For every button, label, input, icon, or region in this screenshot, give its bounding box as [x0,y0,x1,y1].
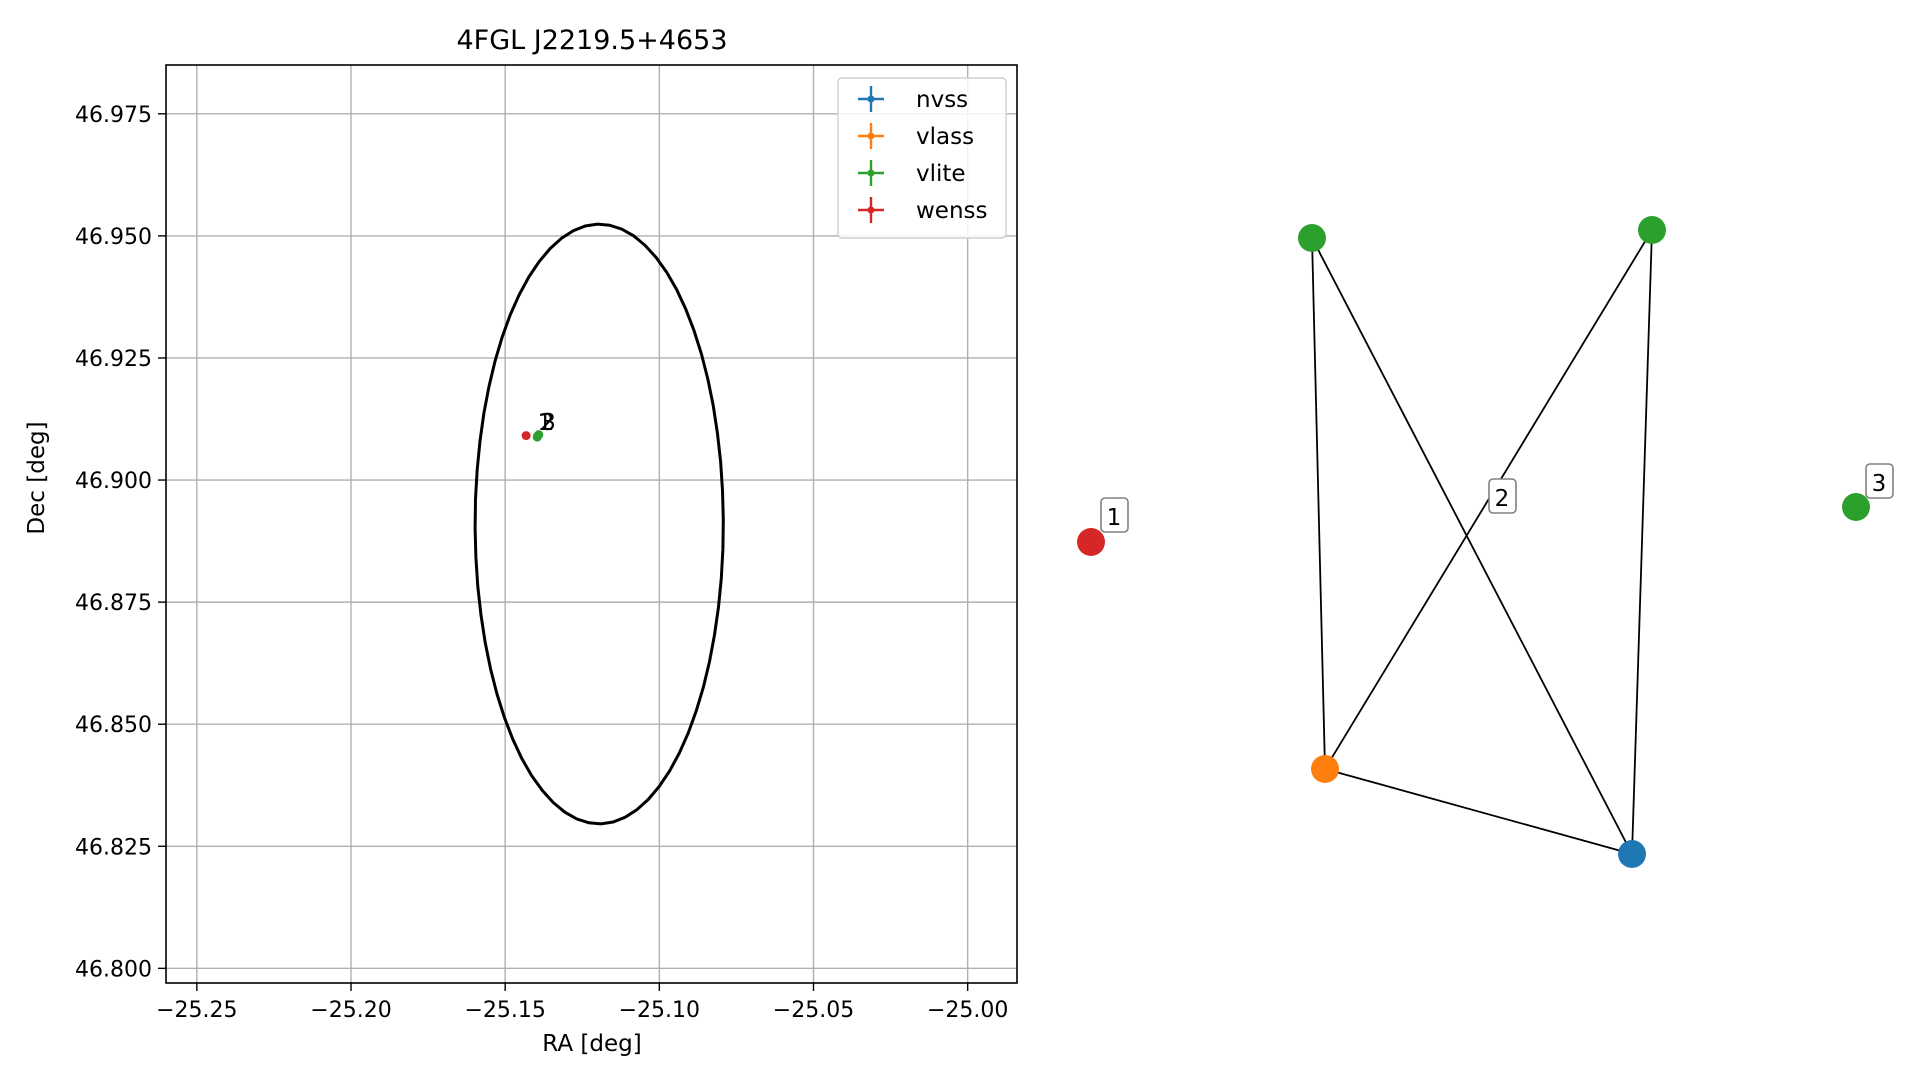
network-nodes [1077,216,1870,868]
y-tick-label: 46.975 [75,103,152,128]
y-tick-label: 46.950 [75,225,152,250]
group-label: 3 [1872,471,1887,497]
network-edge [1631,229,1653,855]
network-edge [1311,237,1326,770]
point-wenss [521,431,531,441]
legend: nvss vlass vlite wenss [837,77,1007,239]
plot-frame [165,64,1018,984]
y-tick-label: 46.900 [75,469,152,494]
chart-title: 4FGL J2219.5+4653 [456,25,727,56]
network-node-vlass [1311,755,1339,783]
group-label-box [1865,463,1894,499]
network-node-wenss [1077,528,1105,556]
point-annotation: 1 [538,410,553,436]
point-annotation: 3 [541,410,556,436]
ellipse-curve [473,222,725,826]
network-node-vlite_c [1842,493,1870,521]
sky-chart: 4FGL J2219.5+4653 123 −25.25 −25.20 −25.15… [24,25,1018,1057]
error-ellipse [473,222,725,826]
network-node-vlite_b [1638,216,1666,244]
x-axis-label: RA [deg] [542,1031,641,1057]
y-tick-label: 46.875 [75,591,152,616]
legend-label-nvss: nvss [916,87,968,113]
y-tick-label: 46.925 [75,347,152,372]
x-axis-ticks: −25.25 −25.20 −25.15 −25.10 −25.05 −25.00 [156,983,1008,1023]
x-tick-label: −25.20 [310,998,391,1023]
point-vlite [534,430,544,440]
legend-label-vlite: vlite [916,161,966,187]
y-tick-label: 46.850 [75,713,152,738]
network-group-labels: 1 2 3 [1100,463,1894,533]
y-tick-label: 46.800 [75,957,152,982]
x-tick-label: −25.15 [464,998,545,1023]
y-tick-label: 46.825 [75,835,152,860]
legend-box [837,77,1007,239]
group-label: 2 [1495,486,1510,512]
group-label: 1 [1107,505,1122,531]
x-tick-label: −25.00 [927,998,1008,1023]
x-tick-label: −25.10 [619,998,700,1023]
network-edge [1324,768,1633,855]
group-label-box [1100,497,1129,533]
y-axis-ticks: 46.800 46.825 46.850 46.875 46.900 46.925 46.9… [75,103,166,982]
legend-marker-dot [867,95,875,103]
x-tick-label: −25.05 [773,998,854,1023]
network-node-vlite_a [1298,224,1326,252]
network-node-nvss [1618,840,1646,868]
point-annotation: 2 [540,410,555,436]
x-tick-label: −25.25 [156,998,237,1023]
legend-label-vlass: vlass [916,124,974,150]
group-label-box [1488,478,1517,514]
y-axis-label: Dec [deg] [24,421,50,534]
legend-marker-dot [867,132,875,140]
data-points [521,430,544,442]
network-chart: 1 2 3 [1077,216,1894,868]
legend-marker-dot [867,169,875,177]
legend-marker-dot [867,206,875,214]
legend-label-wenss: wenss [916,198,988,224]
network-edge [1311,237,1633,855]
point-annotations: 123 [538,410,556,436]
